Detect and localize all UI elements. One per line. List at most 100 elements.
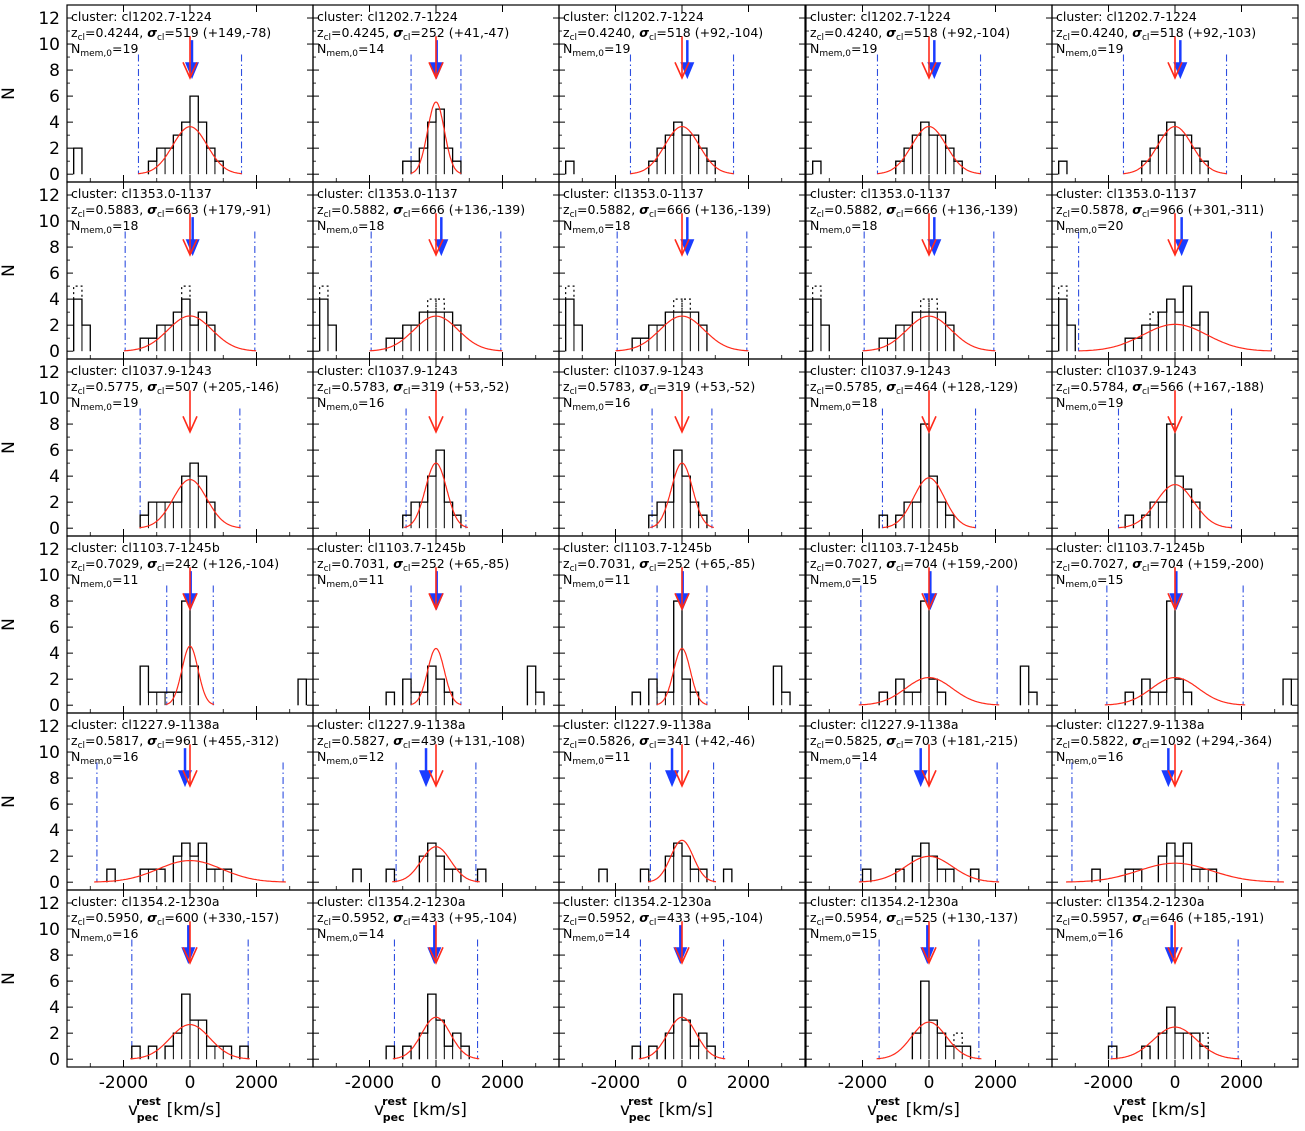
y-tick-label: 8 xyxy=(49,946,60,966)
red-arrow-head xyxy=(674,415,690,434)
x-tick-label: -2000 xyxy=(99,1073,148,1093)
z-sigma-line: zcl=0.5826, σcl=341 (+42,-46) xyxy=(563,733,755,751)
z-sigma-line: zcl=0.5817, σcl=961 (+455,-312) xyxy=(71,733,279,751)
cluster-name: cluster: cl1103.7-1245b xyxy=(810,540,959,555)
z-sigma-line: zcl=0.5775, σcl=507 (+205,-146) xyxy=(71,379,279,397)
red-arrow-head xyxy=(1167,61,1183,80)
y-axis-title: N xyxy=(0,264,19,277)
hist-dotted-bar xyxy=(319,285,329,300)
gaussian-fit xyxy=(858,855,1000,883)
x-tick-label: 0 xyxy=(431,1073,442,1093)
cluster-name: cluster: cl1354.2-1230a xyxy=(317,894,466,909)
nmem-line: Nmem,0=16 xyxy=(71,926,138,944)
red-arrow-head xyxy=(674,592,690,611)
red-arrow-head xyxy=(428,946,444,965)
blue-arrow-head xyxy=(680,62,695,80)
y-tick-label: 4 xyxy=(49,467,60,487)
hist-dotted-bar xyxy=(1149,311,1159,326)
z-sigma-line: zcl=0.4240, σcl=518 (+92,-103) xyxy=(1056,25,1256,43)
y-tick-label: 2 xyxy=(49,670,60,690)
red-arrow-head xyxy=(1167,415,1183,434)
red-arrow-head xyxy=(921,61,937,80)
histogram xyxy=(131,993,249,1060)
x-tick-label: -2000 xyxy=(838,1073,887,1093)
z-sigma-line: zcl=0.5883, σcl=663 (+179,-91) xyxy=(71,202,271,220)
nmem-line: Nmem,0=11 xyxy=(563,572,630,590)
nmem-line: Nmem,0=16 xyxy=(71,749,138,767)
red-arrow-head xyxy=(1167,592,1183,611)
gaussian-fit xyxy=(656,647,708,706)
x-tick-label: 0 xyxy=(1170,1073,1181,1093)
z-sigma-line: zcl=0.5784, σcl=566 (+167,-188) xyxy=(1056,379,1264,397)
gaussian-fit xyxy=(882,477,976,529)
gaussian-fit xyxy=(876,1021,982,1060)
x-tick-label: -2000 xyxy=(345,1073,394,1093)
histogram xyxy=(811,121,963,175)
red-arrow-head xyxy=(182,769,198,788)
cluster-name: cluster: cl1354.2-1230a xyxy=(71,894,220,909)
hist-dotted-bar xyxy=(928,298,938,313)
nmem-line: Nmem,0=15 xyxy=(810,926,877,944)
y-tick-label: 6 xyxy=(49,618,60,638)
hist-dotted-bar xyxy=(812,285,822,300)
y-tick-label: 10 xyxy=(38,566,60,586)
y-tick-label: 8 xyxy=(49,769,60,789)
x-tick-label: 2000 xyxy=(235,1073,278,1093)
x-axis-title: vrest pec [km/s] xyxy=(374,1095,467,1124)
red-arrow-head xyxy=(428,238,444,257)
y-tick-label: 10 xyxy=(38,920,60,940)
y-tick-label: 12 xyxy=(38,9,60,29)
y-tick-label: 0 xyxy=(49,873,60,893)
red-arrow-head xyxy=(674,946,690,965)
gaussian-fit xyxy=(1118,483,1232,529)
red-arrow-head xyxy=(1167,769,1183,788)
y-tick-label: 4 xyxy=(49,113,60,133)
x-axis-title: vrest pec [km/s] xyxy=(620,1095,713,1124)
y-tick-label: 2 xyxy=(49,1024,60,1044)
y-tick-label: 6 xyxy=(49,972,60,992)
gaussian-fit xyxy=(392,1016,480,1060)
x-axis-title: vrest pec [km/s] xyxy=(128,1095,221,1124)
y-tick-label: 4 xyxy=(49,644,60,664)
z-sigma-line: zcl=0.7029, σcl=242 (+126,-104) xyxy=(71,556,279,574)
x-tick-label: 0 xyxy=(924,1073,935,1093)
hist-dotted-bar xyxy=(953,1032,963,1047)
cluster-name: cluster: cl1353.0-1137 xyxy=(71,186,212,201)
histogram xyxy=(861,842,980,883)
y-axis-title: N xyxy=(0,441,19,454)
red-arrow-head xyxy=(182,592,198,611)
histogram xyxy=(318,298,462,352)
histogram xyxy=(1091,842,1218,883)
red-arrow-head xyxy=(1167,946,1183,965)
gaussian-fit xyxy=(130,1023,250,1060)
y-tick-label: 10 xyxy=(38,389,60,409)
nmem-line: Nmem,0=19 xyxy=(71,41,138,59)
hist-dotted-bar xyxy=(920,298,930,313)
histogram xyxy=(564,298,708,352)
z-sigma-line: zcl=0.5954, σcl=525 (+130,-137) xyxy=(810,910,1018,928)
cluster-name: cluster: cl1202.7-1224 xyxy=(563,9,704,24)
red-arrow-head xyxy=(428,61,444,80)
y-tick-label: 10 xyxy=(38,35,60,55)
blue-arrow-head xyxy=(927,62,942,80)
y-tick-label: 12 xyxy=(38,894,60,914)
z-sigma-line: zcl=0.5950, σcl=600 (+330,-157) xyxy=(71,910,279,928)
hist-dotted-bar xyxy=(427,298,437,313)
cluster-name: cluster: cl1227.9-1138a xyxy=(1056,717,1205,732)
gaussian-fit xyxy=(138,126,242,175)
gaussian-fit xyxy=(638,1016,726,1060)
y-tick-label: 2 xyxy=(49,139,60,159)
cluster-name: cluster: cl1202.7-1224 xyxy=(810,9,951,24)
y-tick-label: 6 xyxy=(49,87,60,107)
y-axis-title: N xyxy=(0,87,19,100)
blue-arrow-head xyxy=(178,770,193,788)
histogram xyxy=(878,600,1038,706)
